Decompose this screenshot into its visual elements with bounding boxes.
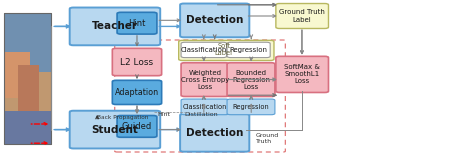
Text: Hint: Hint [128,19,146,28]
Text: Teacher: Teacher [92,21,138,31]
Text: Detection: Detection [186,15,244,25]
Text: Guided: Guided [122,122,152,131]
FancyBboxPatch shape [227,42,270,58]
Bar [4,13,51,144]
Text: Back Propagation: Back Propagation [97,115,148,120]
Text: SoftMax &
SmoothL1
Loss: SoftMax & SmoothL1 Loss [284,64,320,84]
FancyBboxPatch shape [181,99,229,115]
Text: Weighted
Cross Entropy
Loss: Weighted Cross Entropy Loss [181,70,229,90]
FancyBboxPatch shape [179,40,274,60]
FancyBboxPatch shape [227,63,275,96]
Text: L2 Loss: L2 Loss [120,57,154,67]
Text: Bounded
Regression
Loss: Bounded Regression Loss [232,70,270,90]
FancyBboxPatch shape [70,111,160,148]
Bar [4,111,51,144]
FancyBboxPatch shape [181,63,229,96]
Bar [4,13,51,72]
FancyBboxPatch shape [180,4,249,37]
Bar [4,52,30,98]
FancyBboxPatch shape [227,99,275,115]
Text: Hint: Hint [158,112,171,117]
FancyBboxPatch shape [112,80,162,104]
FancyBboxPatch shape [276,4,328,28]
Text: Detection: Detection [186,128,244,138]
Text: Classification: Classification [183,104,227,110]
FancyBboxPatch shape [112,48,162,76]
FancyBboxPatch shape [117,12,157,34]
Bar [18,65,39,124]
Text: Classification: Classification [181,47,227,53]
Bar [4,13,51,144]
FancyBboxPatch shape [117,116,157,137]
Text: Regression: Regression [233,104,269,110]
Text: Ground Truth
Label: Ground Truth Label [279,9,325,23]
Text: Student: Student [91,125,138,135]
Text: Adaptation: Adaptation [115,88,159,97]
FancyBboxPatch shape [180,114,249,152]
FancyBboxPatch shape [70,8,160,45]
FancyBboxPatch shape [181,42,227,58]
Text: Soft
Label: Soft Label [215,43,233,56]
FancyBboxPatch shape [276,56,328,92]
Text: Ground
Truth: Ground Truth [256,133,279,144]
Text: Regression: Regression [229,47,268,53]
Text: Distillation: Distillation [185,112,219,117]
